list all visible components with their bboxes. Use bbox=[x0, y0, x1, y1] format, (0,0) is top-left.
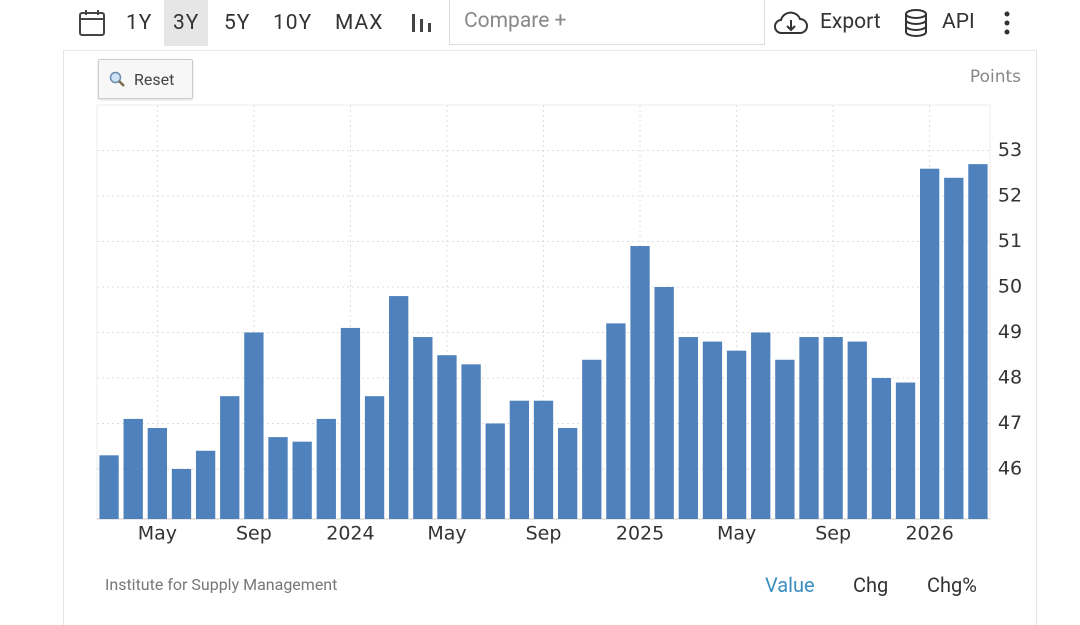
x-tick-label: Sep bbox=[526, 523, 562, 545]
x-tick-label: Sep bbox=[236, 523, 272, 545]
chart-type-icon[interactable] bbox=[410, 10, 434, 34]
bar bbox=[509, 400, 530, 519]
zoom-icon bbox=[109, 71, 125, 87]
bar bbox=[389, 296, 409, 519]
panel bbox=[63, 50, 1037, 625]
tab[interactable]: Chg bbox=[853, 573, 889, 597]
tab[interactable]: Value bbox=[765, 573, 815, 597]
range-button[interactable]: MAX bbox=[335, 11, 384, 35]
api-button[interactable]: API bbox=[942, 10, 975, 34]
y-tick-label: 46 bbox=[998, 457, 1022, 479]
compare-input[interactable]: Compare + bbox=[449, 0, 765, 45]
bar bbox=[678, 337, 698, 519]
bar bbox=[364, 396, 385, 519]
bar bbox=[871, 377, 892, 519]
x-tick-label: May bbox=[717, 523, 756, 545]
bar bbox=[654, 286, 674, 519]
bar bbox=[920, 168, 940, 519]
y-tick-label: 50 bbox=[998, 275, 1022, 297]
bar bbox=[437, 355, 457, 519]
bar bbox=[220, 396, 240, 519]
bar bbox=[751, 332, 771, 519]
tab[interactable]: Chg% bbox=[927, 573, 977, 597]
bar bbox=[485, 423, 505, 519]
range-button[interactable]: 5Y bbox=[224, 11, 251, 35]
x-tick-label: Sep bbox=[815, 523, 851, 545]
x-tick-label: May bbox=[138, 523, 177, 545]
bar bbox=[726, 350, 747, 519]
bar bbox=[630, 246, 650, 520]
bar bbox=[316, 418, 336, 519]
bar bbox=[944, 177, 964, 520]
x-tick-label: 2024 bbox=[326, 523, 374, 545]
bar bbox=[557, 428, 578, 519]
reset-button[interactable]: Reset bbox=[98, 59, 193, 99]
more-icon[interactable] bbox=[1002, 11, 1012, 35]
source: Institute for Supply Management bbox=[105, 575, 338, 594]
y-tick-label: 51 bbox=[998, 230, 1022, 252]
x-tick-label: 2026 bbox=[905, 523, 953, 545]
y-tick-label: 53 bbox=[998, 139, 1022, 161]
api-icon[interactable] bbox=[903, 8, 929, 38]
bar bbox=[244, 332, 264, 519]
y-tick-label: 52 bbox=[998, 184, 1022, 206]
range-button[interactable]: 3Y bbox=[164, 0, 209, 46]
y-tick-label: 49 bbox=[998, 321, 1022, 343]
x-tick-label: May bbox=[427, 523, 466, 545]
reset-label: Reset bbox=[134, 70, 175, 89]
x-tick-label: 2025 bbox=[616, 523, 664, 545]
bar bbox=[775, 359, 795, 519]
range-button[interactable]: 1Y bbox=[126, 11, 153, 35]
y-tick-label: 47 bbox=[998, 412, 1022, 434]
bar bbox=[292, 441, 312, 519]
range-button[interactable]: 10Y bbox=[273, 11, 313, 35]
compare-placeholder: Compare + bbox=[464, 9, 567, 33]
bar bbox=[533, 400, 554, 519]
bar bbox=[606, 323, 626, 519]
bar bbox=[195, 450, 216, 519]
y-axis-label: Points bbox=[970, 67, 1021, 87]
bar bbox=[823, 337, 843, 519]
bar bbox=[799, 337, 819, 519]
bar bbox=[461, 364, 481, 519]
bar bbox=[268, 437, 288, 519]
export-button[interactable]: Export bbox=[820, 10, 881, 34]
bar bbox=[340, 327, 361, 519]
bar bbox=[968, 164, 988, 519]
bar bbox=[702, 341, 723, 519]
export-icon[interactable] bbox=[773, 9, 809, 37]
y-tick-label: 48 bbox=[998, 366, 1022, 388]
bar bbox=[147, 428, 167, 519]
bar bbox=[413, 337, 433, 519]
bar bbox=[895, 382, 916, 519]
bar bbox=[847, 341, 867, 519]
bar bbox=[171, 468, 192, 519]
bar bbox=[99, 455, 119, 519]
bar bbox=[123, 418, 143, 519]
calendar-icon[interactable] bbox=[78, 9, 106, 37]
bar bbox=[582, 359, 602, 519]
